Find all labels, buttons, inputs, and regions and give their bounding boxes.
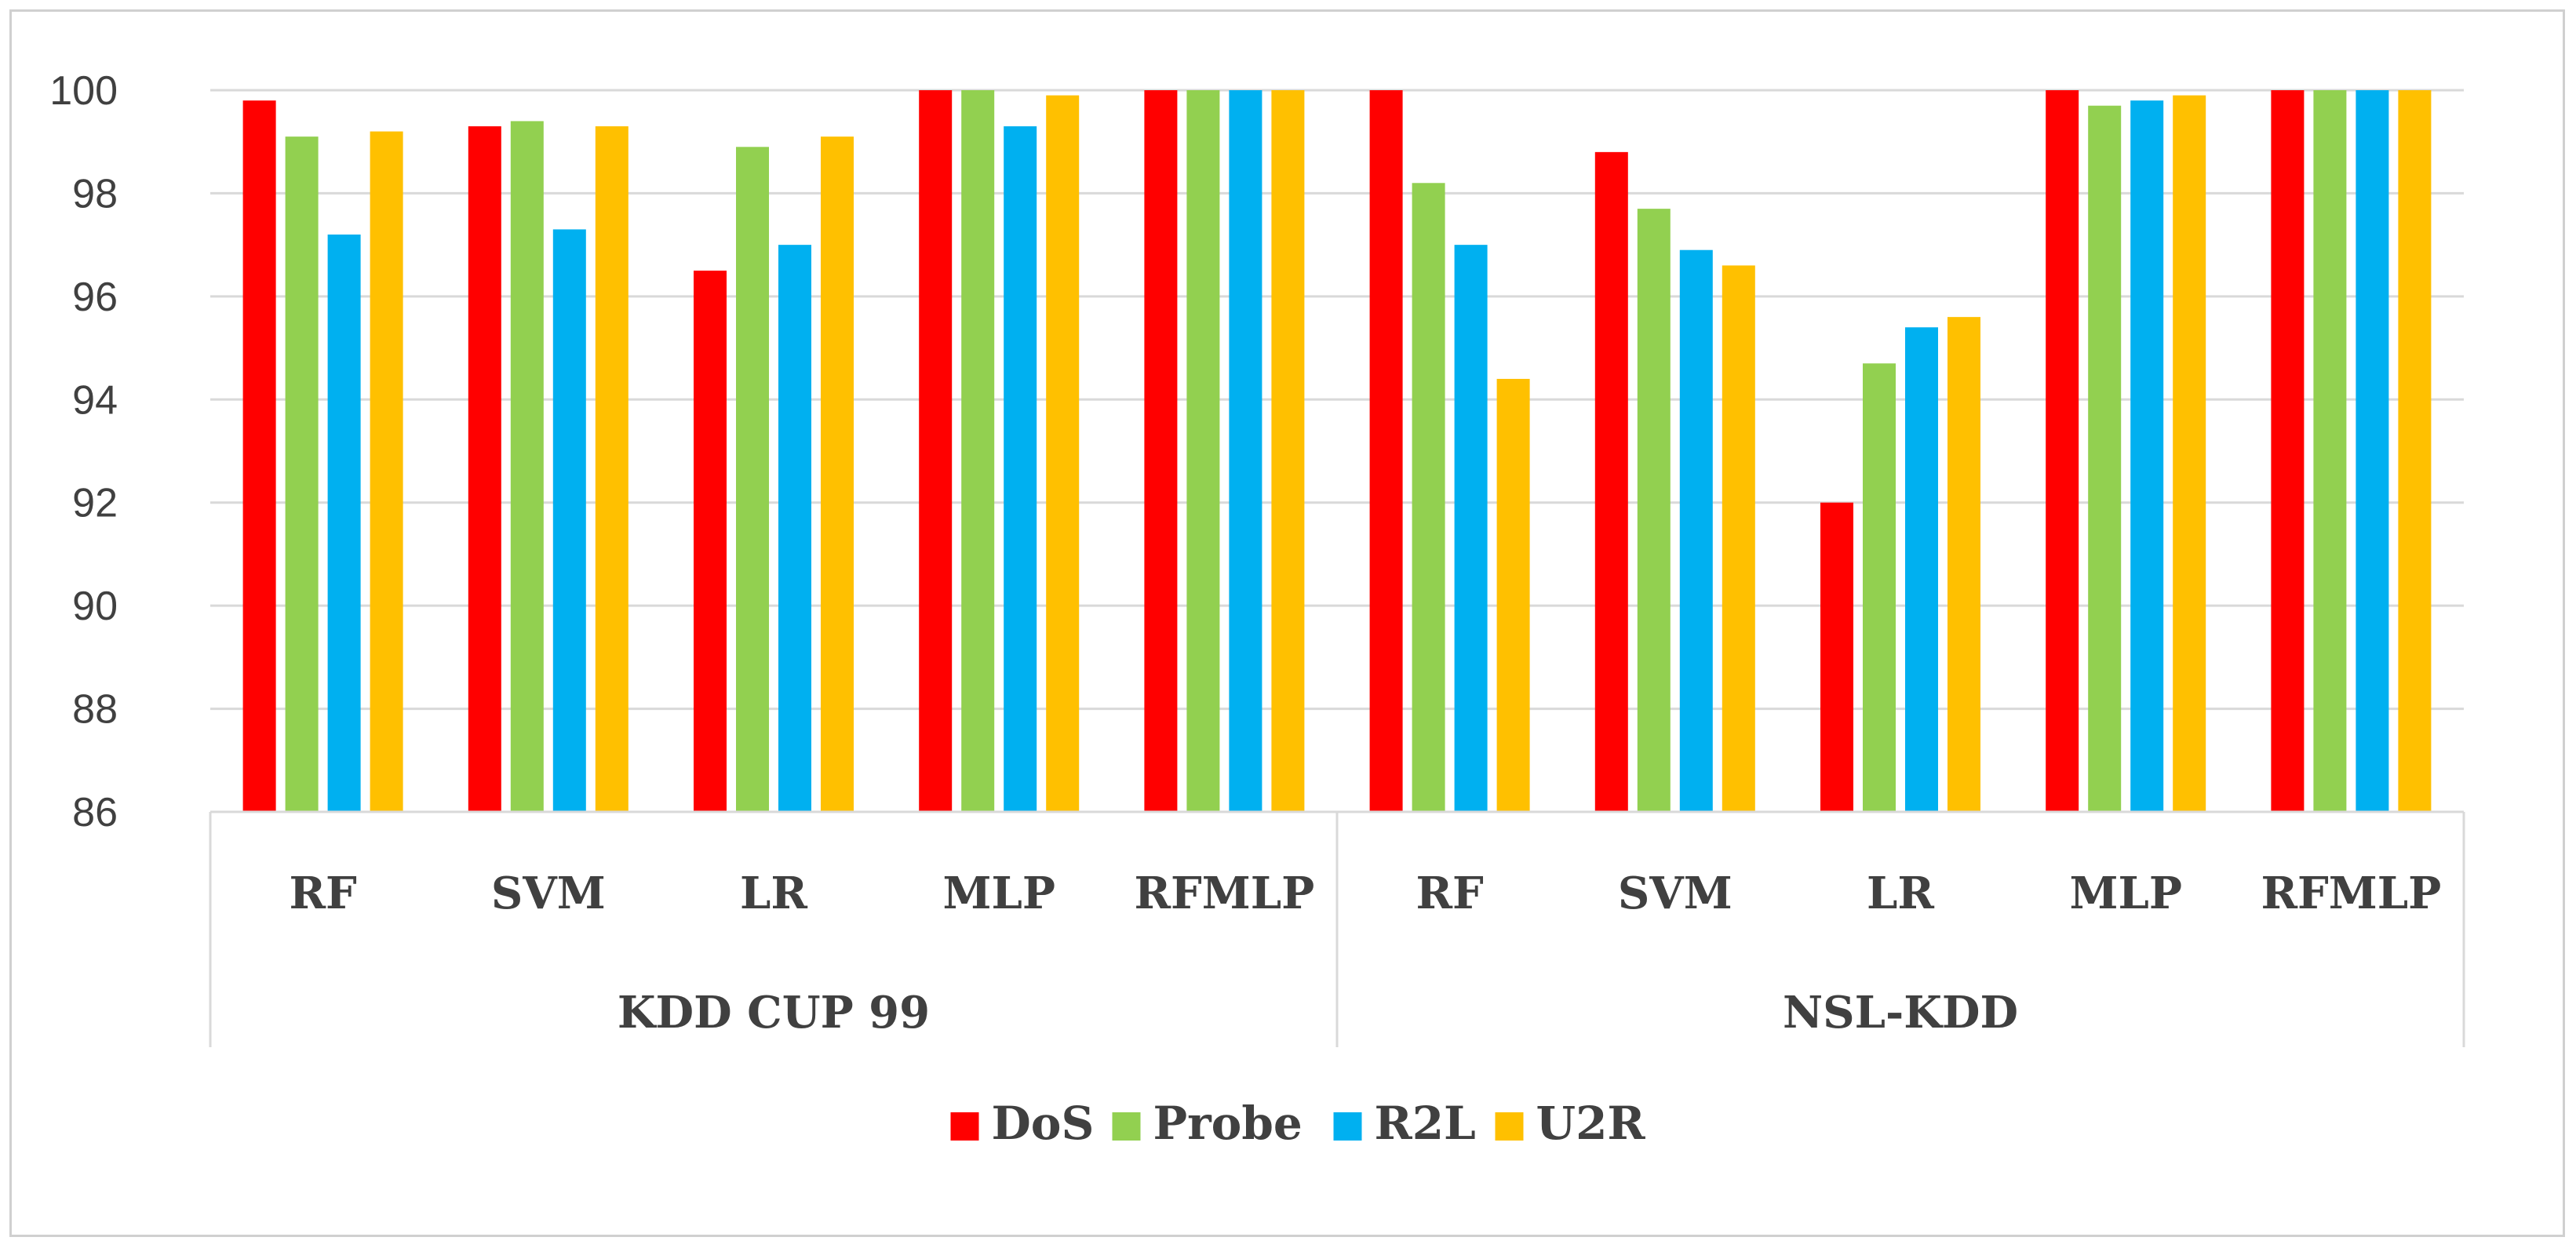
legend-label-dos: DoS [992,1097,1095,1150]
y-tick-label-90: 90 [72,584,118,629]
bar-u2r-4 [1271,90,1305,812]
bar-dos-8 [2046,90,2079,812]
bars [242,90,2432,813]
x-category-label-6: SVM [1618,868,1733,919]
legend-label-u2r: U2R [1536,1097,1646,1150]
legend-swatch-probe [1112,1112,1141,1141]
bar-u2r-5 [1496,379,1530,812]
bar-u2r-6 [1722,265,1755,812]
bar-r2l-5 [1454,245,1488,813]
bar-r2l-4 [1229,90,1262,812]
x-category-label-1: SVM [491,868,606,919]
bar-probe-8 [2088,105,2122,812]
gridlines [210,89,2464,813]
bar-dos-5 [1369,90,1403,812]
bar-probe-6 [1637,209,1671,813]
bar-probe-1 [510,121,544,812]
x-axis: RF SVM LR MLP RFMLP RF SVM LR MLP RFMLP KDD CUP 99… [209,810,2465,1047]
x-category-label-3: MLP [942,868,1055,919]
x-category-label-8: MLP [2069,868,2181,919]
bar-r2l-3 [1004,126,1037,812]
bar-r2l-6 [1679,249,1713,812]
bar-r2l-8 [2130,100,2164,813]
y-tick-label-94: 94 [72,377,118,423]
y-tick-label-98: 98 [72,171,118,216]
x-category-label-4: RFMLP [1135,868,1315,919]
y-tick-label-88: 88 [72,687,118,733]
x-category-label-2: LR [740,868,807,919]
bar-r2l-2 [778,245,811,813]
y-tick-label-100: 100 [49,68,118,114]
bar-u2r-2 [821,136,854,813]
bar-probe-7 [1863,363,1896,812]
bar-dos-2 [694,271,727,812]
bar-dos-7 [1820,502,1853,812]
bar-probe-2 [736,147,769,813]
bar-u2r-3 [1046,95,1080,813]
y-tick-label-92: 92 [72,481,118,526]
bar-dos-6 [1594,151,1628,812]
bar-r2l-1 [552,229,586,812]
bar-probe-0 [285,136,319,813]
x-category-label-7: LR [1867,868,1934,919]
bar-probe-5 [1412,183,1445,813]
bar-u2r-0 [370,131,403,813]
bar-dos-0 [242,100,276,813]
bar-u2r-7 [1947,317,1980,813]
legend-swatch-u2r [1495,1112,1524,1141]
x-category-label-9: RFMLP [2261,868,2442,919]
bar-r2l-9 [2356,90,2389,812]
x-category-label-5: RF [1416,868,1484,919]
legend-swatch-dos [950,1112,979,1141]
x-group-label-1: NSL-KDD [1783,987,2018,1039]
x-category-label-0: RF [289,868,357,919]
bar-dos-1 [468,126,501,812]
y-axis-ticks: 86 88 90 92 94 96 98 100 [49,68,118,835]
legend-swatch-r2l [1333,1112,1362,1141]
bar-probe-3 [961,90,995,812]
bar-r2l-0 [327,235,361,812]
bar-dos-4 [1144,90,1178,812]
bar-dos-3 [919,90,953,812]
bar-u2r-9 [2398,90,2432,812]
bar-r2l-7 [1905,327,1938,812]
x-group-label-0: KDD CUP 99 [618,987,930,1039]
y-tick-label-96: 96 [72,275,118,320]
bar-probe-9 [2313,90,2347,812]
legend: DoS Probe R2L U2R [950,1097,1646,1150]
bar-u2r-8 [2173,95,2206,813]
legend-label-r2l: R2L [1375,1097,1476,1150]
legend-label-probe: Probe [1153,1097,1303,1150]
bar-u2r-1 [595,126,629,812]
bar-probe-4 [1186,90,1220,812]
y-tick-label-86: 86 [72,790,118,835]
bar-dos-9 [2271,90,2305,812]
